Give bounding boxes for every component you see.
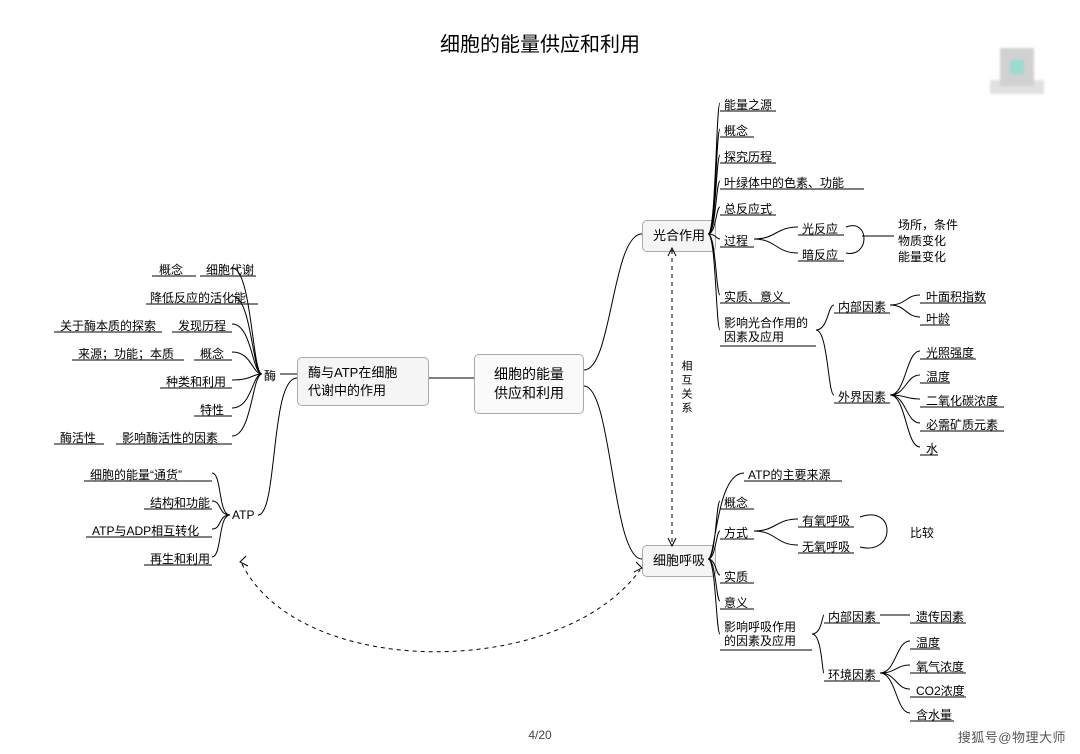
photo-d: 叶绿体中的色素、功能 [724, 174, 844, 191]
photo-ho1: 光照强度 [926, 344, 974, 361]
resp-f-in: 内部因素 [828, 608, 876, 625]
enzyme-a2: 细胞代谢 [206, 261, 254, 278]
enzyme-hub: 酶 [264, 367, 276, 384]
enzyme-g2: 酶活性 [60, 429, 96, 446]
photo-h-out: 外界因素 [838, 388, 886, 405]
atp-c: ATP与ADP相互转化 [92, 522, 199, 539]
right-top-node: 光合作用 [642, 220, 716, 252]
photo-b: 概念 [724, 122, 748, 139]
resp-d: 实质 [724, 568, 748, 585]
atp-d: 再生和利用 [150, 550, 210, 567]
photo-f2: 暗反应 [802, 246, 838, 263]
enzyme-b: 降低反应的活化能 [150, 289, 246, 306]
resp-a: ATP的主要来源 [748, 466, 830, 483]
resp-fo2: 氧气浓度 [916, 658, 964, 675]
photo-f: 过程 [724, 232, 748, 249]
resp-compare: 比较 [910, 524, 934, 541]
resp-f: 影响呼吸作用的因素及应用 [724, 620, 796, 649]
photo-e: 总反应式 [724, 200, 772, 217]
photo-g: 实质、意义 [724, 288, 784, 305]
resp-b: 概念 [724, 494, 748, 511]
photo-a: 能量之源 [724, 96, 772, 113]
enzyme-f: 特性 [200, 401, 224, 418]
photo-h: 影响光合作用的因素及应用 [724, 316, 808, 345]
resp-fo4: 含水量 [916, 706, 952, 723]
enzyme-c: 发现历程 [178, 317, 226, 334]
atp-a: 细胞的能量“通货” [90, 466, 182, 483]
photo-f1: 光反应 [802, 220, 838, 237]
photo-fnote2: 物质变化 [898, 232, 946, 249]
right-bot-node: 细胞呼吸 [642, 545, 716, 577]
photo-fnote3: 能量变化 [898, 248, 946, 265]
enzyme-d: 概念 [200, 345, 224, 362]
photo-ho2: 温度 [926, 368, 950, 385]
enzyme-d2: 来源；功能；本质 [78, 345, 174, 362]
resp-c1: 有氧呼吸 [802, 512, 850, 529]
photo-ho3: 二氧化碳浓度 [926, 392, 998, 409]
resp-f-out: 环境因素 [828, 666, 876, 683]
atp-hub: ATP [232, 508, 254, 522]
photo-ho4: 必需矿质元素 [926, 416, 998, 433]
photo-h-in1: 叶面积指数 [926, 288, 986, 305]
page-title: 细胞的能量供应和利用 [0, 28, 1080, 57]
page-number: 4/20 [0, 728, 1080, 742]
pixel-decoration [982, 38, 1052, 98]
photo-h-in2: 叶龄 [926, 310, 950, 327]
photo-h-in: 内部因素 [838, 298, 886, 315]
photo-c: 探究历程 [724, 148, 772, 165]
left-main-node: 酶与ATP在细胞代谢中的作用 [297, 357, 429, 406]
resp-c: 方式 [724, 524, 748, 541]
photo-ho5: 水 [926, 440, 938, 457]
center-node: 细胞的能量供应和利用 [474, 354, 584, 414]
enzyme-e: 种类和利用 [166, 373, 226, 390]
relation-label: 相互关系 [678, 360, 694, 416]
enzyme-g: 影响酶活性的因素 [122, 429, 218, 446]
enzyme-c2: 关于酶本质的探索 [60, 317, 156, 334]
photo-fnote1: 场所，条件 [898, 216, 958, 233]
resp-fo3: CO2浓度 [916, 682, 965, 699]
resp-c2: 无氧呼吸 [802, 538, 850, 555]
resp-fo1: 温度 [916, 634, 940, 651]
watermark: 搜狐号@物理大师 [958, 727, 1066, 746]
atp-b: 结构和功能 [150, 494, 210, 511]
resp-e: 意义 [724, 594, 748, 611]
resp-f-in1: 遗传因素 [916, 608, 964, 625]
enzyme-a: 概念 [159, 261, 183, 278]
